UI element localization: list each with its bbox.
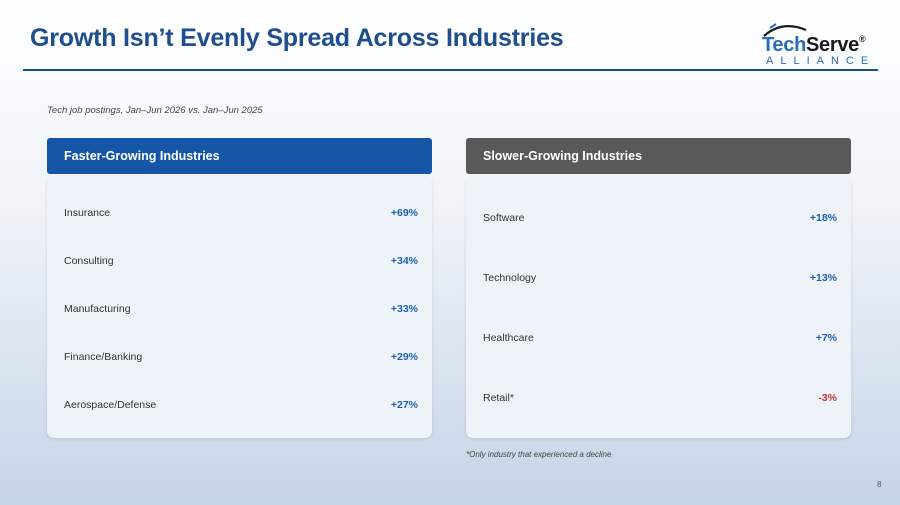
industry-label: Retail* xyxy=(483,392,514,404)
list-item: Retail* -3% xyxy=(483,390,837,406)
industry-label: Consulting xyxy=(64,255,114,267)
growth-value: +13% xyxy=(809,272,837,284)
growth-value: +29% xyxy=(390,351,418,363)
growth-value: +27% xyxy=(390,399,418,411)
industry-label: Aerospace/Defense xyxy=(64,399,157,411)
slide-subtitle: Tech job postings, Jan–Jun 2026 vs. Jan–… xyxy=(47,105,263,116)
slide-title: Growth Isn’t Evenly Spread Across Indust… xyxy=(30,24,564,52)
list-item: Manufacturing +33% xyxy=(64,301,418,317)
list-item: Healthcare +7% xyxy=(483,330,837,346)
logo-wordmark: TechServe® xyxy=(762,34,866,56)
growth-value: +69% xyxy=(390,207,418,219)
title-divider xyxy=(23,69,878,71)
industry-label: Software xyxy=(483,212,525,224)
growth-value: +7% xyxy=(815,332,837,344)
list-item: Technology +13% xyxy=(483,270,837,286)
growth-value: -3% xyxy=(818,392,837,404)
industry-label: Manufacturing xyxy=(64,303,131,315)
logo-swoosh-icon xyxy=(763,23,807,37)
growth-value: +33% xyxy=(390,303,418,315)
slower-growing-header: Slower-Growing Industries xyxy=(466,138,851,174)
faster-growing-panel: Insurance +69% Consulting +34% Manufactu… xyxy=(47,178,432,438)
list-item: Insurance +69% xyxy=(64,205,418,221)
faster-growing-header: Faster-Growing Industries xyxy=(47,138,432,174)
growth-value: +34% xyxy=(390,255,418,267)
techserve-logo: TechServe® ALLIANCE xyxy=(758,20,880,68)
industry-label: Technology xyxy=(483,272,537,284)
list-item: Software +18% xyxy=(483,210,837,226)
growth-value: +18% xyxy=(809,212,837,224)
list-item: Finance/Banking +29% xyxy=(64,349,418,365)
list-item: Aerospace/Defense +27% xyxy=(64,397,418,413)
page-number: 8 xyxy=(877,480,882,489)
footnote: *Only industry that experienced a declin… xyxy=(466,450,612,459)
industry-label: Healthcare xyxy=(483,332,534,344)
industry-label: Insurance xyxy=(64,207,111,219)
list-item: Consulting +34% xyxy=(64,253,418,269)
industry-label: Finance/Banking xyxy=(64,351,143,363)
slower-growing-panel: Software +18% Technology +13% Healthcare… xyxy=(466,178,851,438)
logo-subtitle: ALLIANCE xyxy=(766,55,876,67)
